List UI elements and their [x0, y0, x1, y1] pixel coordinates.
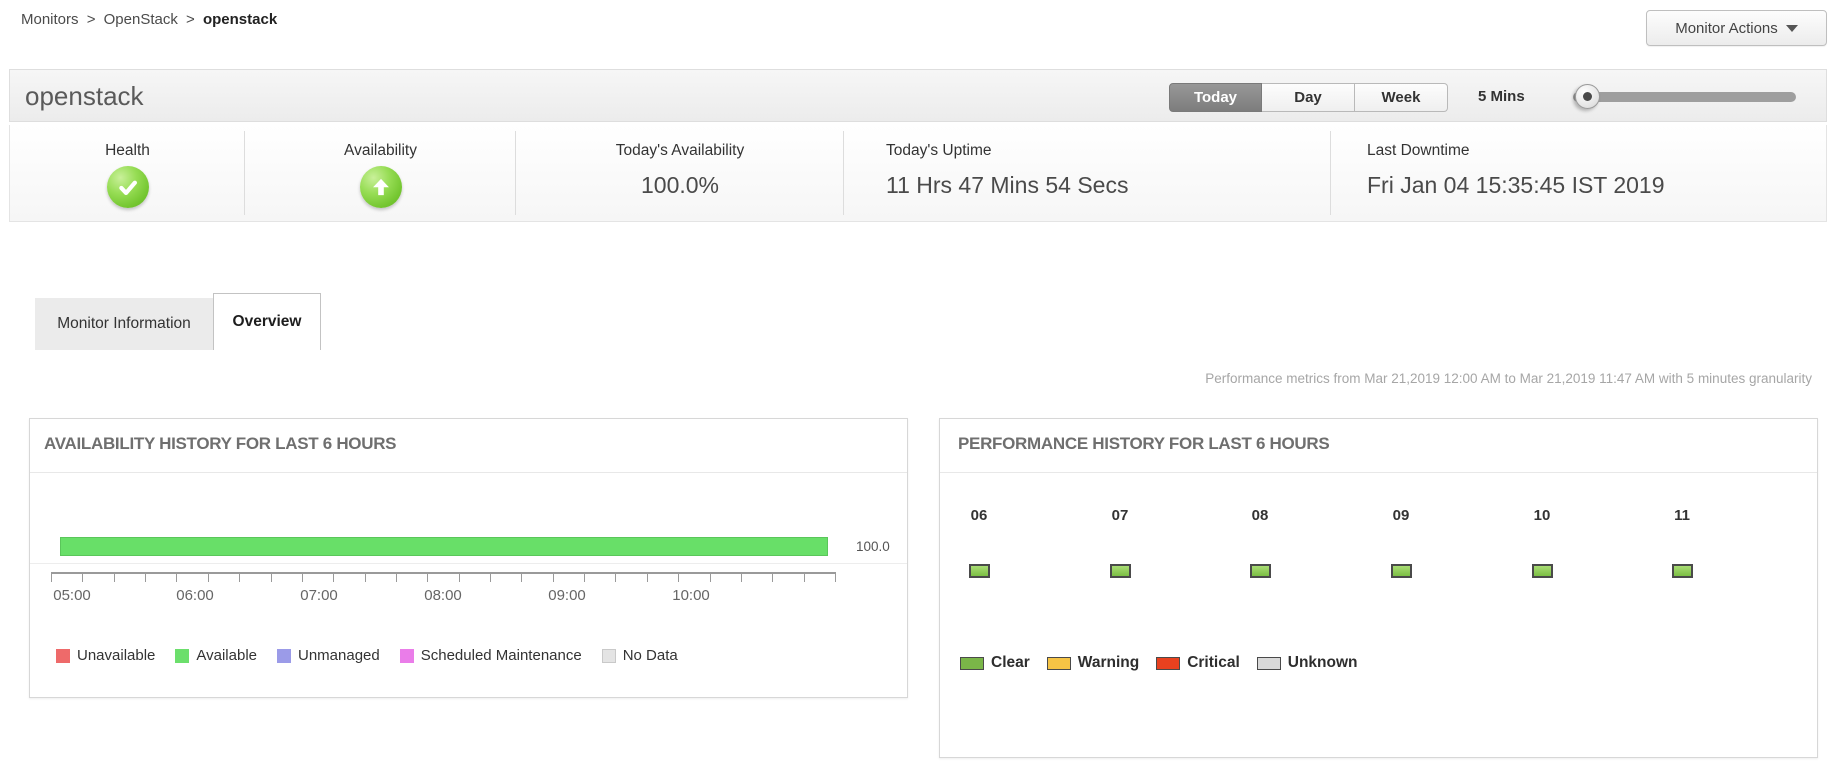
clear-swatch-icon — [960, 656, 984, 670]
status-cell-clear — [1249, 564, 1271, 578]
last-downtime-value: Fri Jan 04 15:35:45 IST 2019 — [1367, 172, 1665, 198]
monitor-actions-label: Monitor Actions — [1675, 19, 1778, 37]
warning-swatch-icon — [1046, 656, 1071, 670]
unmanaged-swatch-icon — [277, 648, 291, 663]
hour-column: 10 — [1492, 507, 1592, 578]
axis-tick-label: 06:00 — [176, 587, 214, 604]
breadcrumb-current: openstack — [202, 11, 278, 28]
status-cell-clear — [968, 564, 990, 578]
legend-item-scheduled-maintenance: Scheduled Maintenance — [399, 647, 582, 664]
stat-last-downtime: Last Downtime Fri Jan 04 15:35:45 IST 20… — [1331, 125, 1828, 221]
tab-overview[interactable]: Overview — [213, 293, 321, 350]
availability-legend: Unavailable Available Unmanaged Schedule… — [56, 647, 698, 664]
column-divider — [515, 131, 516, 215]
legend-item-warning: Warning — [1046, 654, 1139, 672]
axis-tick-label: 05:00 — [53, 587, 91, 604]
panel-divider — [940, 472, 1817, 473]
plot-baseline — [30, 563, 907, 564]
column-divider — [843, 131, 844, 215]
health-ok-check-icon — [106, 166, 149, 208]
time-axis — [51, 572, 836, 582]
status-cell-clear — [1531, 564, 1553, 578]
legend-item-unknown: Unknown — [1256, 654, 1358, 672]
performance-history-panel: PERFORMANCE HISTORY FOR LAST 6 HOURS 06 … — [939, 418, 1818, 758]
status-cell-clear — [1390, 564, 1412, 578]
stat-label: Last Downtime — [1367, 142, 1470, 159]
availability-panel-title: AVAILABILITY HISTORY FOR LAST 6 HOURS — [44, 434, 397, 453]
hour-column: 08 — [1210, 507, 1310, 578]
todays-uptime-value: 11 Hrs 47 Mins 54 Secs — [886, 172, 1129, 198]
chevron-down-icon — [1785, 24, 1798, 32]
legend-item-clear: Clear — [960, 654, 1030, 672]
period-today-button[interactable]: Today — [1169, 83, 1262, 112]
status-cell-clear — [1671, 564, 1693, 578]
panel-divider — [30, 472, 907, 473]
stat-availability: Availability — [245, 125, 516, 221]
maintenance-swatch-icon — [399, 648, 414, 663]
availability-bar — [60, 537, 828, 556]
breadcrumb-monitors-link[interactable]: Monitors — [21, 11, 79, 28]
legend-item-critical: Critical — [1156, 654, 1240, 672]
stat-label: Today's Uptime — [886, 142, 992, 159]
stat-label: Health — [105, 142, 150, 159]
unavailable-swatch-icon — [56, 648, 70, 663]
granularity-label: 5 Mins — [1478, 88, 1525, 105]
performance-metrics-note: Performance metrics from Mar 21,2019 12:… — [1205, 371, 1812, 386]
legend-item-unavailable: Unavailable — [56, 647, 155, 664]
stat-todays-uptime: Today's Uptime 11 Hrs 47 Mins 54 Secs — [844, 125, 1331, 221]
status-cell-clear — [1109, 564, 1131, 578]
slider-handle[interactable] — [1575, 84, 1600, 109]
axis-tick-label: 08:00 — [424, 587, 462, 604]
breadcrumb-separator: > — [186, 11, 195, 28]
availability-up-arrow-icon — [359, 166, 402, 208]
monitor-stats-row: Health Availability Today's Availability… — [9, 125, 1827, 222]
monitor-actions-button[interactable]: Monitor Actions — [1646, 10, 1827, 46]
period-day-button[interactable]: Day — [1262, 83, 1355, 112]
axis-tick-label: 10:00 — [672, 587, 710, 604]
column-divider — [1330, 131, 1331, 215]
no-data-swatch-icon — [601, 648, 616, 663]
availability-history-panel: AVAILABILITY HISTORY FOR LAST 6 HOURS 10… — [29, 418, 908, 698]
hour-column: 06 — [929, 507, 1029, 578]
availability-bar-value: 100.0 — [856, 539, 890, 554]
breadcrumb-separator: > — [86, 11, 96, 28]
hour-column: 07 — [1070, 507, 1170, 578]
hour-column: 09 — [1351, 507, 1451, 578]
axis-tick-label: 07:00 — [300, 587, 338, 604]
stat-todays-availability: Today's Availability 100.0% — [516, 125, 844, 221]
column-divider — [244, 131, 245, 215]
critical-swatch-icon — [1156, 656, 1181, 670]
hour-column: 11 — [1632, 507, 1732, 578]
available-swatch-icon — [175, 648, 190, 663]
legend-item-no-data: No Data — [601, 647, 678, 664]
breadcrumb-openstack-link[interactable]: OpenStack — [103, 11, 178, 28]
performance-legend: Clear Warning Critical Unknown — [960, 654, 1375, 672]
legend-item-available: Available — [175, 647, 257, 664]
performance-panel-title: PERFORMANCE HISTORY FOR LAST 6 HOURS — [958, 434, 1330, 453]
todays-availability-value: 100.0% — [640, 172, 719, 198]
stat-health: Health — [10, 125, 245, 221]
period-week-button[interactable]: Week — [1355, 83, 1448, 112]
granularity-slider[interactable] — [1573, 84, 1796, 109]
legend-item-unmanaged: Unmanaged — [277, 647, 380, 664]
period-toggle-group: Today Day Week — [1169, 83, 1448, 112]
breadcrumb: Monitors > OpenStack > openstack — [21, 11, 281, 28]
axis-tick-label: 09:00 — [548, 587, 586, 604]
stat-label: Availability — [344, 142, 417, 159]
page-title: openstack — [25, 81, 144, 111]
monitor-header-bar: openstack Today Day Week 5 Mins — [9, 69, 1827, 122]
unknown-swatch-icon — [1256, 656, 1281, 670]
stat-label: Today's Availability — [615, 142, 745, 159]
tab-monitor-information[interactable]: Monitor Information — [35, 298, 213, 350]
